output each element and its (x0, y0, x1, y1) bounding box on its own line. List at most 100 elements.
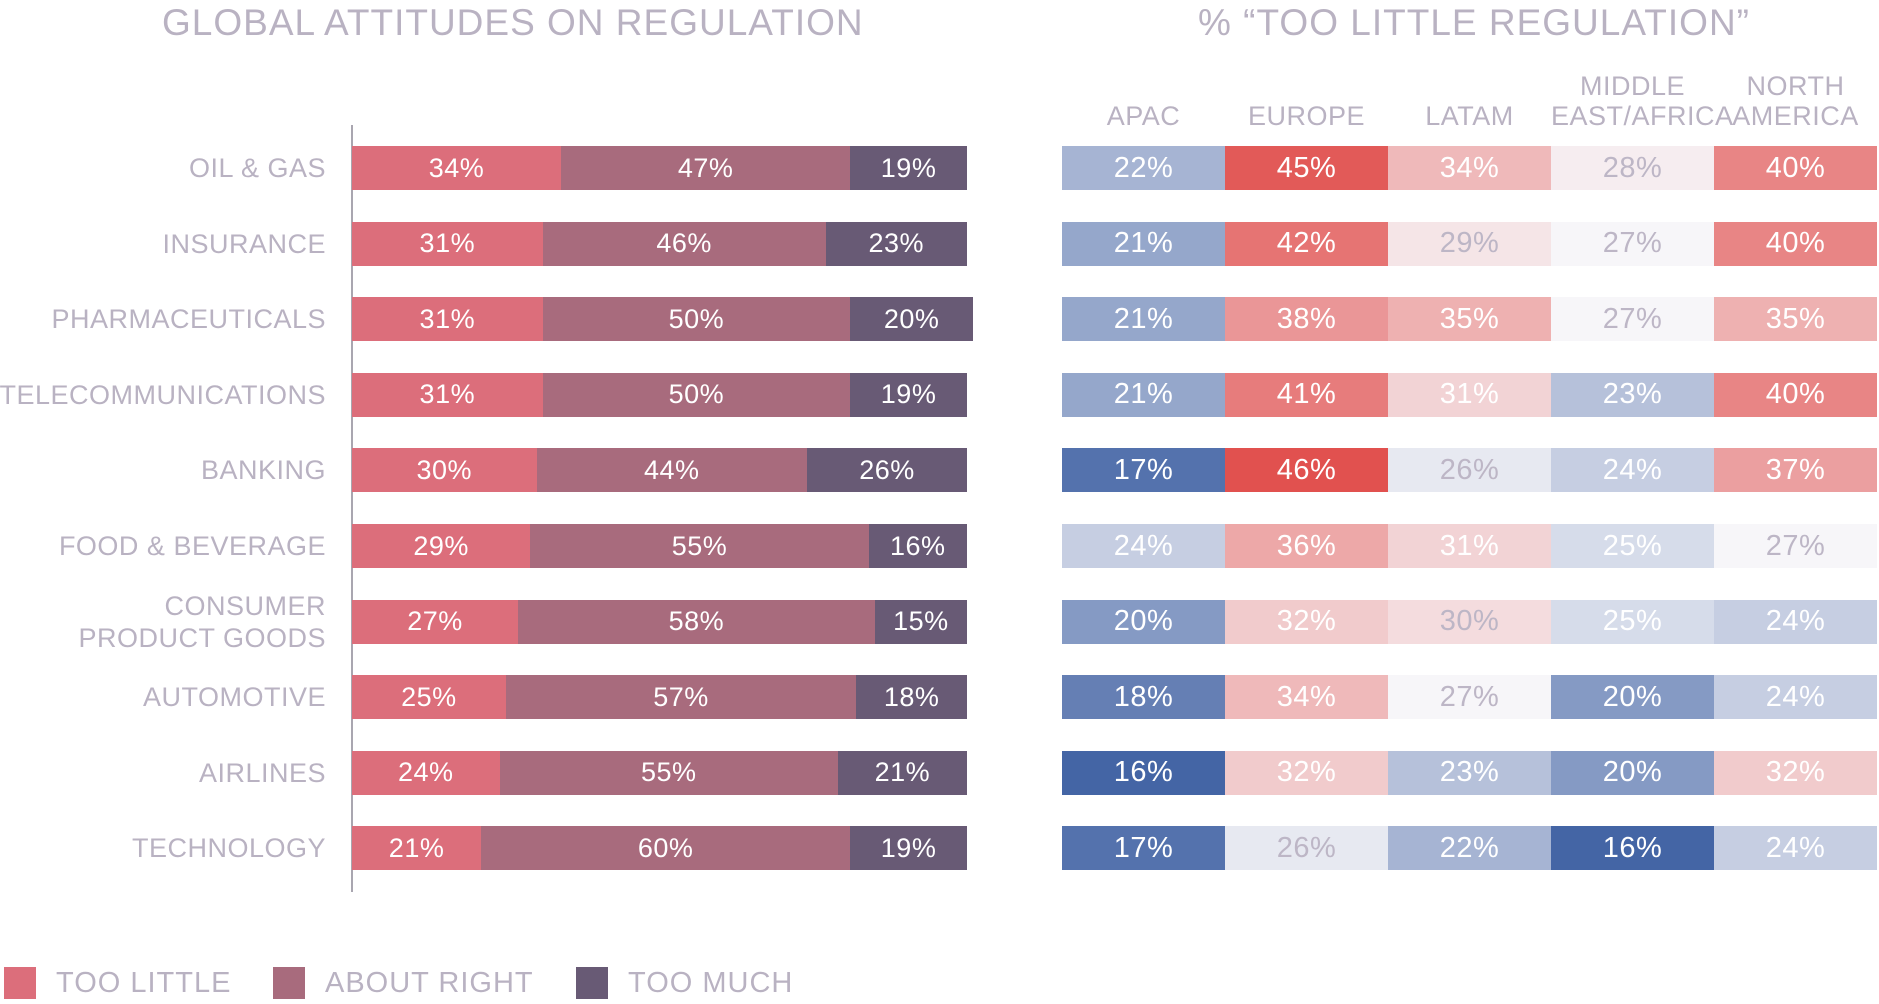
heatmap-value-label: 41% (1276, 378, 1337, 411)
heatmap-value-label: 16% (1602, 831, 1663, 864)
heatmap-cell-automotive-north-america: 24% (1714, 675, 1877, 720)
legend-swatch-too-little (4, 967, 36, 999)
heatmap-cell-telecommunications-north-america: 40% (1714, 372, 1877, 417)
heatmap-cell-automotive-latam: 27% (1388, 675, 1551, 720)
column-header-line: EAST/AFRICA (1551, 101, 1734, 131)
heatmap-value-label: 20% (1602, 756, 1663, 789)
bar-value-label: 29% (413, 530, 469, 561)
heatmap-cell-insurance-europe: 42% (1225, 221, 1388, 266)
heatmap-cell-airlines-europe: 32% (1225, 750, 1388, 795)
legend-label-too-little: TOO LITTLE (56, 966, 232, 999)
heatmap-value-label: 36% (1276, 529, 1337, 562)
category-label-pharmaceuticals: PHARMACEUTICALS (51, 303, 326, 335)
column-header-line: NORTH (1746, 71, 1845, 101)
legend-item-about-right: ABOUT RIGHT (273, 966, 534, 1000)
heatmap-value-label: 23% (1439, 756, 1500, 789)
category-label-food-beverage: FOOD & BEVERAGE (59, 530, 326, 562)
bar-value-label: 50% (668, 303, 725, 334)
heatmap-cell-oil-gas-apac: 22% (1062, 146, 1225, 190)
heatmap-value-label: 21% (1113, 227, 1174, 260)
heatmap-cell-telecommunications-europe: 41% (1225, 372, 1388, 417)
bar-segment-automotive-about-right: 57% (505, 675, 857, 720)
heatmap-value-label: 24% (1765, 680, 1826, 713)
heatmap-value-label: 27% (1602, 302, 1663, 335)
bar-segment-food-beverage-too-much: 16% (868, 524, 967, 568)
bar-segment-oil-gas-too-much: 19% (850, 146, 967, 190)
heatmap-value-label: 31% (1439, 529, 1500, 562)
category-label-oil-gas: OIL & GAS (189, 152, 326, 184)
category-label-airlines: AIRLINES (199, 757, 326, 789)
category-label-banking: BANKING (201, 454, 326, 486)
left-chart-title: GLOBAL ATTITUDES ON REGULATION (162, 2, 864, 43)
heatmap-value-label: 28% (1602, 151, 1663, 184)
heatmap-value-label: 35% (1765, 302, 1826, 335)
column-header-line: MIDDLE (1579, 71, 1685, 101)
bar-segment-airlines-too-much: 21% (837, 750, 967, 795)
legend-label-too-much: TOO MUCH (628, 966, 794, 999)
heatmap-cell-technology-north-america: 24% (1714, 826, 1877, 871)
heatmap-value-label: 25% (1602, 529, 1663, 562)
heatmap-value-label: 32% (1276, 605, 1337, 638)
bar-segment-technology-too-little: 21% (352, 826, 482, 871)
heatmap-value-label: 24% (1765, 831, 1826, 864)
column-header-line: LATAM (1425, 101, 1514, 131)
bar-value-label: 34% (428, 152, 485, 183)
bar-value-label: 58% (668, 606, 725, 637)
bar-segment-consumer-product-goods-about-right: 58% (518, 599, 875, 644)
heatmap-cell-consumer-product-goods-apac: 20% (1062, 599, 1225, 644)
category-axis-line (351, 125, 353, 892)
heatmap-cell-airlines-north-america: 32% (1714, 750, 1877, 795)
heatmap-cell-oil-gas-middle-east-africa: 28% (1551, 146, 1714, 190)
heatmap-value-label: 24% (1765, 605, 1826, 638)
heatmap-cell-insurance-middle-east-africa: 27% (1551, 221, 1714, 266)
heatmap-cell-consumer-product-goods-middle-east-africa: 25% (1551, 599, 1714, 644)
legend-item-too-little: TOO LITTLE (4, 966, 231, 1000)
heatmap-cell-consumer-product-goods-north-america: 24% (1714, 599, 1877, 644)
category-label-line: CONSUMER (164, 590, 326, 621)
heatmap-value-label: 26% (1439, 453, 1500, 486)
heatmap-cell-telecommunications-apac: 21% (1062, 372, 1225, 417)
heatmap-cell-technology-latam: 22% (1388, 826, 1551, 871)
column-header-latam: LATAM (1388, 101, 1551, 131)
bar-value-label: 18% (883, 681, 940, 712)
heatmap-cell-oil-gas-north-america: 40% (1714, 146, 1877, 190)
heatmap-cell-technology-europe: 26% (1225, 826, 1388, 871)
heatmap-cell-pharmaceuticals-apac: 21% (1062, 297, 1225, 342)
heatmap-value-label: 29% (1439, 227, 1500, 260)
bar-value-label: 20% (883, 303, 940, 334)
heatmap-value-label: 27% (1439, 680, 1500, 713)
bar-value-label: 31% (419, 228, 476, 259)
bar-value-label: 44% (644, 454, 700, 485)
bar-segment-food-beverage-about-right: 55% (530, 524, 869, 568)
bar-segment-banking-too-little: 30% (352, 448, 537, 493)
heatmap-value-label: 21% (1113, 378, 1174, 411)
heatmap-value-label: 37% (1765, 453, 1826, 486)
legend-label-about-right: ABOUT RIGHT (325, 966, 534, 999)
heatmap-value-label: 26% (1276, 831, 1337, 864)
bar-segment-oil-gas-about-right: 47% (561, 146, 851, 190)
heatmap-cell-food-beverage-north-america: 27% (1714, 524, 1877, 568)
heatmap-value-label: 24% (1602, 453, 1663, 486)
bar-segment-telecommunications-too-little: 31% (352, 372, 543, 417)
bar-value-label: 19% (880, 832, 937, 863)
bar-segment-food-beverage-too-little: 29% (352, 524, 531, 568)
heatmap-value-label: 40% (1765, 151, 1826, 184)
heatmap-value-label: 40% (1765, 227, 1826, 260)
heatmap-cell-insurance-north-america: 40% (1714, 221, 1877, 266)
heatmap-value-label: 30% (1439, 605, 1500, 638)
category-label-line: TELECOMMUNICATIONS (0, 379, 326, 410)
heatmap-value-label: 25% (1602, 605, 1663, 638)
heatmap-value-label: 35% (1439, 302, 1500, 335)
bar-segment-airlines-about-right: 55% (499, 750, 838, 795)
bar-segment-pharmaceuticals-too-much: 20% (850, 297, 974, 342)
bar-value-label: 57% (653, 681, 709, 712)
heatmap-cell-pharmaceuticals-latam: 35% (1388, 297, 1551, 342)
bar-value-label: 60% (637, 832, 694, 863)
heatmap-value-label: 42% (1276, 227, 1337, 260)
category-label-line: TECHNOLOGY (131, 833, 326, 864)
bar-value-label: 25% (401, 681, 457, 712)
category-label-line: AUTOMOTIVE (142, 682, 326, 713)
heatmap-cell-telecommunications-latam: 31% (1388, 372, 1551, 417)
category-label-automotive: AUTOMOTIVE (143, 681, 326, 713)
heatmap-value-label: 18% (1113, 680, 1174, 713)
